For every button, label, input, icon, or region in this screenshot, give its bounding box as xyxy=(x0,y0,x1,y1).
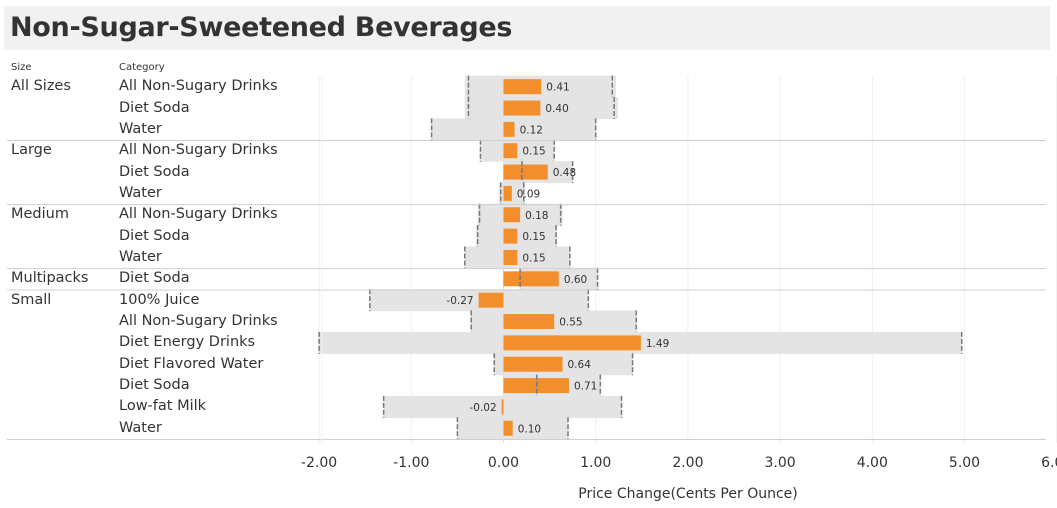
x-tick-label: -1.00 xyxy=(393,455,429,471)
size-label: Multipacks xyxy=(11,270,89,287)
data-label: 0.15 xyxy=(522,231,545,243)
x-tick-label: 4.00 xyxy=(857,455,888,471)
size-label: Medium xyxy=(11,206,69,223)
data-label: 0.64 xyxy=(568,359,592,371)
data-label: 0.12 xyxy=(520,124,543,136)
category-label: 100% Juice xyxy=(119,291,200,308)
bar[interactable] xyxy=(503,356,563,372)
title-bar: Non-Sugar-Sweetened Beverages xyxy=(4,6,1050,50)
data-label: -0.02 xyxy=(469,402,496,414)
bar[interactable] xyxy=(478,292,504,308)
data-label: 0.09 xyxy=(517,188,540,200)
data-label: 0.41 xyxy=(546,82,569,94)
category-label: Diet Flavored Water xyxy=(119,355,264,372)
data-label: 1.49 xyxy=(646,338,669,350)
x-tick-label: 6.00 xyxy=(1041,455,1057,471)
data-label: 0.18 xyxy=(525,210,548,222)
bar[interactable] xyxy=(503,79,542,95)
size-column-header[interactable]: Size xyxy=(11,62,32,73)
data-label: 0.60 xyxy=(564,274,587,286)
category-label: Diet Soda xyxy=(119,377,190,394)
data-label: 0.71 xyxy=(574,381,597,393)
bar[interactable] xyxy=(503,249,518,265)
data-label: 0.15 xyxy=(522,252,545,264)
category-column-header[interactable]: Category xyxy=(119,62,165,73)
category-label: All Non-Sugary Drinks xyxy=(119,78,278,95)
chart-title: Non-Sugar-Sweetened Beverages xyxy=(10,12,513,43)
x-tick-label: 5.00 xyxy=(949,455,980,471)
data-label: 0.15 xyxy=(522,146,545,158)
bar[interactable] xyxy=(503,420,513,436)
bar[interactable] xyxy=(503,143,518,159)
bar[interactable] xyxy=(503,164,548,180)
data-label: 0.10 xyxy=(518,423,541,435)
bar[interactable] xyxy=(503,335,641,351)
x-tick-label: 1.00 xyxy=(580,455,611,471)
data-label: 0.48 xyxy=(553,167,576,179)
bar[interactable] xyxy=(503,271,559,287)
bar[interactable] xyxy=(503,314,555,330)
category-label: All Non-Sugary Drinks xyxy=(119,313,278,330)
category-label: Diet Soda xyxy=(119,163,190,180)
category-label: All Non-Sugary Drinks xyxy=(119,206,278,223)
category-label: Water xyxy=(119,419,162,436)
x-tick-label: -2.00 xyxy=(301,455,337,471)
category-label: Diet Soda xyxy=(119,99,190,116)
category-label: Diet Soda xyxy=(119,270,190,287)
bar[interactable] xyxy=(503,185,512,201)
bar[interactable] xyxy=(503,100,541,116)
size-label: All Sizes xyxy=(11,78,71,95)
size-label: Large xyxy=(11,142,52,159)
category-label: Diet Soda xyxy=(119,227,190,244)
bar[interactable] xyxy=(503,121,515,137)
x-tick-label: 3.00 xyxy=(765,455,796,471)
bar[interactable] xyxy=(503,207,521,223)
bar[interactable] xyxy=(501,399,504,415)
category-label: Low-fat Milk xyxy=(119,398,207,415)
data-label: 0.55 xyxy=(559,317,582,329)
category-label: Water xyxy=(119,184,162,201)
category-label: All Non-Sugary Drinks xyxy=(119,142,278,159)
data-label: -0.27 xyxy=(446,295,473,307)
category-label: Water xyxy=(119,248,162,265)
category-label: Water xyxy=(119,120,162,137)
size-label: Small xyxy=(11,291,52,308)
x-tick-label: 0.00 xyxy=(488,455,519,471)
category-label: Diet Energy Drinks xyxy=(119,334,256,351)
x-axis-title: Price Change(Cents Per Ounce) xyxy=(578,486,797,502)
bar[interactable] xyxy=(503,228,518,244)
range-band xyxy=(464,97,618,120)
x-tick-label: 2.00 xyxy=(672,455,703,471)
data-label: 0.40 xyxy=(545,103,568,115)
